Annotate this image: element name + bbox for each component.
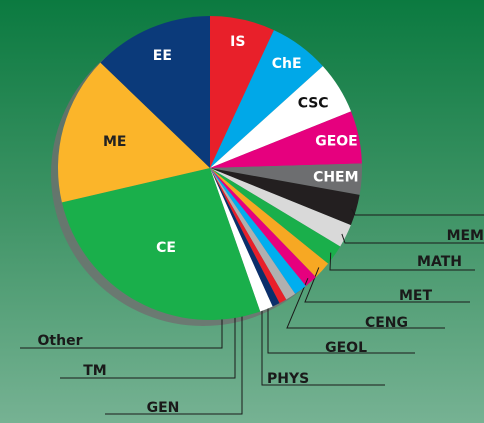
leader-line <box>267 286 415 354</box>
slice-label: MEM <box>447 228 484 244</box>
slice-label: IS <box>230 34 245 50</box>
slice-label: Other <box>38 333 83 349</box>
slice-label: CHEM <box>313 169 359 185</box>
slice-label: MATH <box>417 254 462 270</box>
pie-slice <box>210 168 341 264</box>
leader-line <box>341 233 484 244</box>
slice-label: EE <box>153 48 172 64</box>
pie-slice <box>210 111 362 168</box>
pie-slice <box>210 168 296 300</box>
slice-label: GEN <box>147 400 180 416</box>
slice-label: CSC <box>298 96 329 112</box>
pie-slice <box>210 163 362 195</box>
pie-slice <box>210 168 329 278</box>
slice-label: CENG <box>365 315 408 331</box>
pie-slice <box>58 62 210 203</box>
slice-label: ME <box>103 134 127 150</box>
slice-label: ChE <box>272 56 302 72</box>
pie-slice <box>61 168 261 320</box>
pie-slice <box>210 168 273 312</box>
pie-slice <box>210 30 323 169</box>
pie-slice <box>210 168 360 226</box>
pie-slice <box>210 66 352 168</box>
slice-label: MET <box>399 288 432 304</box>
pie-slice <box>210 168 316 286</box>
leader-line <box>261 292 385 386</box>
pie-slice <box>100 16 210 168</box>
slice-label: GEOE <box>315 134 358 150</box>
pie-slice <box>210 168 287 304</box>
leader-line <box>351 208 484 216</box>
slice-label: TM <box>83 363 106 379</box>
pie-slice <box>210 168 306 294</box>
pie-slice <box>210 168 280 307</box>
leader-line <box>60 300 236 379</box>
slice-label: GEOL <box>325 340 367 356</box>
leader-line <box>304 267 470 303</box>
pie-slice <box>210 168 351 247</box>
leader-line <box>105 297 243 415</box>
slice-label: PHYS <box>267 371 309 387</box>
slice-label: CE <box>156 240 176 256</box>
pie-slice <box>210 16 274 168</box>
leader-line <box>329 252 475 271</box>
leader-line <box>286 278 445 329</box>
